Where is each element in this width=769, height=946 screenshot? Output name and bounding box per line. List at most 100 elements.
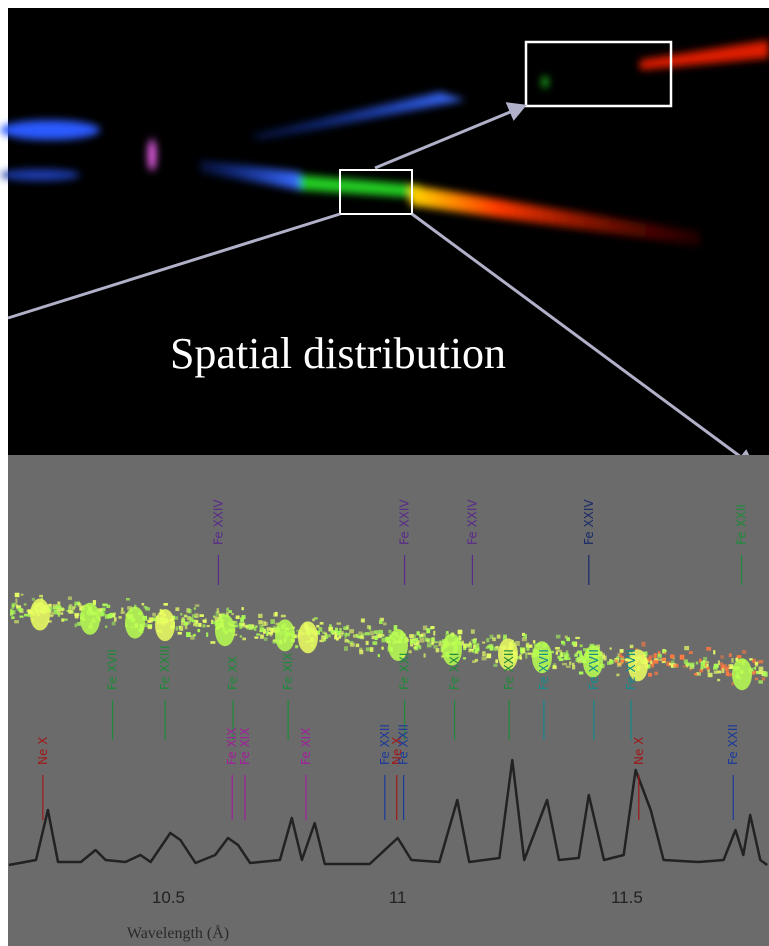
speckle	[759, 667, 764, 671]
speckle	[680, 655, 685, 660]
speckle	[475, 647, 480, 651]
line-label: Fe XIX	[238, 728, 252, 765]
speckle	[68, 606, 71, 610]
speckle	[74, 613, 79, 616]
speckle	[236, 615, 240, 618]
speckle	[566, 665, 571, 667]
speckle	[647, 657, 652, 661]
speckle	[731, 658, 733, 663]
speckle	[493, 664, 497, 667]
speckle	[375, 636, 378, 640]
emission-blob	[155, 609, 175, 641]
speckle	[192, 620, 196, 623]
x-tick-label: 11	[389, 888, 407, 907]
speckle	[68, 596, 72, 599]
emission-blob	[275, 619, 295, 651]
line-label: Fe XXI	[448, 653, 462, 690]
line-label: Fe XXI	[398, 653, 412, 690]
speckle	[331, 630, 335, 634]
speckle	[419, 634, 421, 639]
speckle	[579, 654, 582, 657]
speckle	[669, 663, 671, 665]
speckle	[654, 653, 657, 658]
speckle	[684, 646, 689, 650]
speckle	[556, 651, 558, 654]
line-label: Fe XXIV	[211, 499, 225, 545]
caption: Spatial distribution	[170, 329, 506, 378]
speckle	[482, 656, 487, 660]
speckle	[11, 603, 14, 607]
speckle	[533, 640, 535, 643]
speckle	[53, 606, 56, 610]
speckle	[325, 634, 327, 638]
line-label: Fe XIX	[299, 728, 313, 765]
speckle	[121, 608, 123, 611]
speckle	[184, 615, 186, 617]
speckle	[195, 622, 197, 627]
speckle	[433, 631, 435, 636]
speckle	[415, 638, 418, 641]
emission-blob	[125, 607, 145, 639]
speckle	[321, 635, 325, 639]
speckle	[144, 606, 148, 609]
speckle	[179, 626, 183, 631]
line-label: Ne X	[632, 737, 646, 765]
speckle	[39, 595, 43, 597]
speckle	[24, 603, 27, 605]
speckle	[242, 638, 246, 641]
speckle	[202, 619, 206, 622]
speckle	[344, 646, 348, 651]
speckle	[648, 673, 652, 677]
speckle	[383, 623, 386, 626]
speckle	[718, 660, 720, 664]
speckle	[57, 602, 60, 605]
speckle	[242, 607, 244, 610]
speckle	[14, 620, 19, 623]
speckle	[348, 641, 353, 644]
speckle	[559, 650, 562, 652]
speckle	[20, 616, 24, 618]
line-label: Fe XXII	[734, 504, 748, 545]
speckle	[569, 661, 571, 665]
speckle	[336, 637, 339, 640]
speckle	[433, 645, 437, 649]
speckle	[336, 622, 341, 624]
speckle	[68, 610, 73, 614]
speckle	[180, 613, 182, 616]
speckle	[15, 593, 20, 597]
speckle	[328, 634, 331, 637]
speckle	[264, 637, 267, 641]
x-tick-label: 11.5	[611, 888, 643, 907]
speckle	[335, 628, 338, 632]
speckle	[566, 637, 570, 641]
speckle	[319, 640, 323, 642]
speckle	[316, 625, 319, 628]
speckle	[175, 607, 179, 611]
speckle	[486, 638, 489, 642]
speckle	[409, 634, 413, 638]
speckle	[758, 680, 763, 683]
speckle	[684, 659, 688, 663]
speckle	[74, 604, 76, 608]
speckle	[199, 614, 203, 617]
speckle	[245, 625, 249, 627]
speckle	[580, 644, 583, 647]
speckle	[349, 629, 354, 633]
x-axis-label: Wavelength (Å)	[127, 924, 229, 942]
speckle	[696, 662, 698, 665]
speckle	[15, 598, 17, 603]
speckle	[388, 630, 391, 633]
speckle	[725, 668, 728, 672]
speckle	[758, 660, 763, 663]
speckle	[717, 679, 720, 681]
speckle	[700, 666, 703, 669]
line-label: Fe XXII	[502, 649, 516, 690]
speckle	[192, 614, 195, 617]
speckle	[312, 618, 315, 621]
speckle	[701, 661, 705, 666]
speckle	[762, 677, 766, 680]
speckle	[345, 639, 349, 643]
speckle	[561, 641, 565, 643]
speckle	[552, 665, 556, 669]
speckle	[241, 615, 245, 619]
